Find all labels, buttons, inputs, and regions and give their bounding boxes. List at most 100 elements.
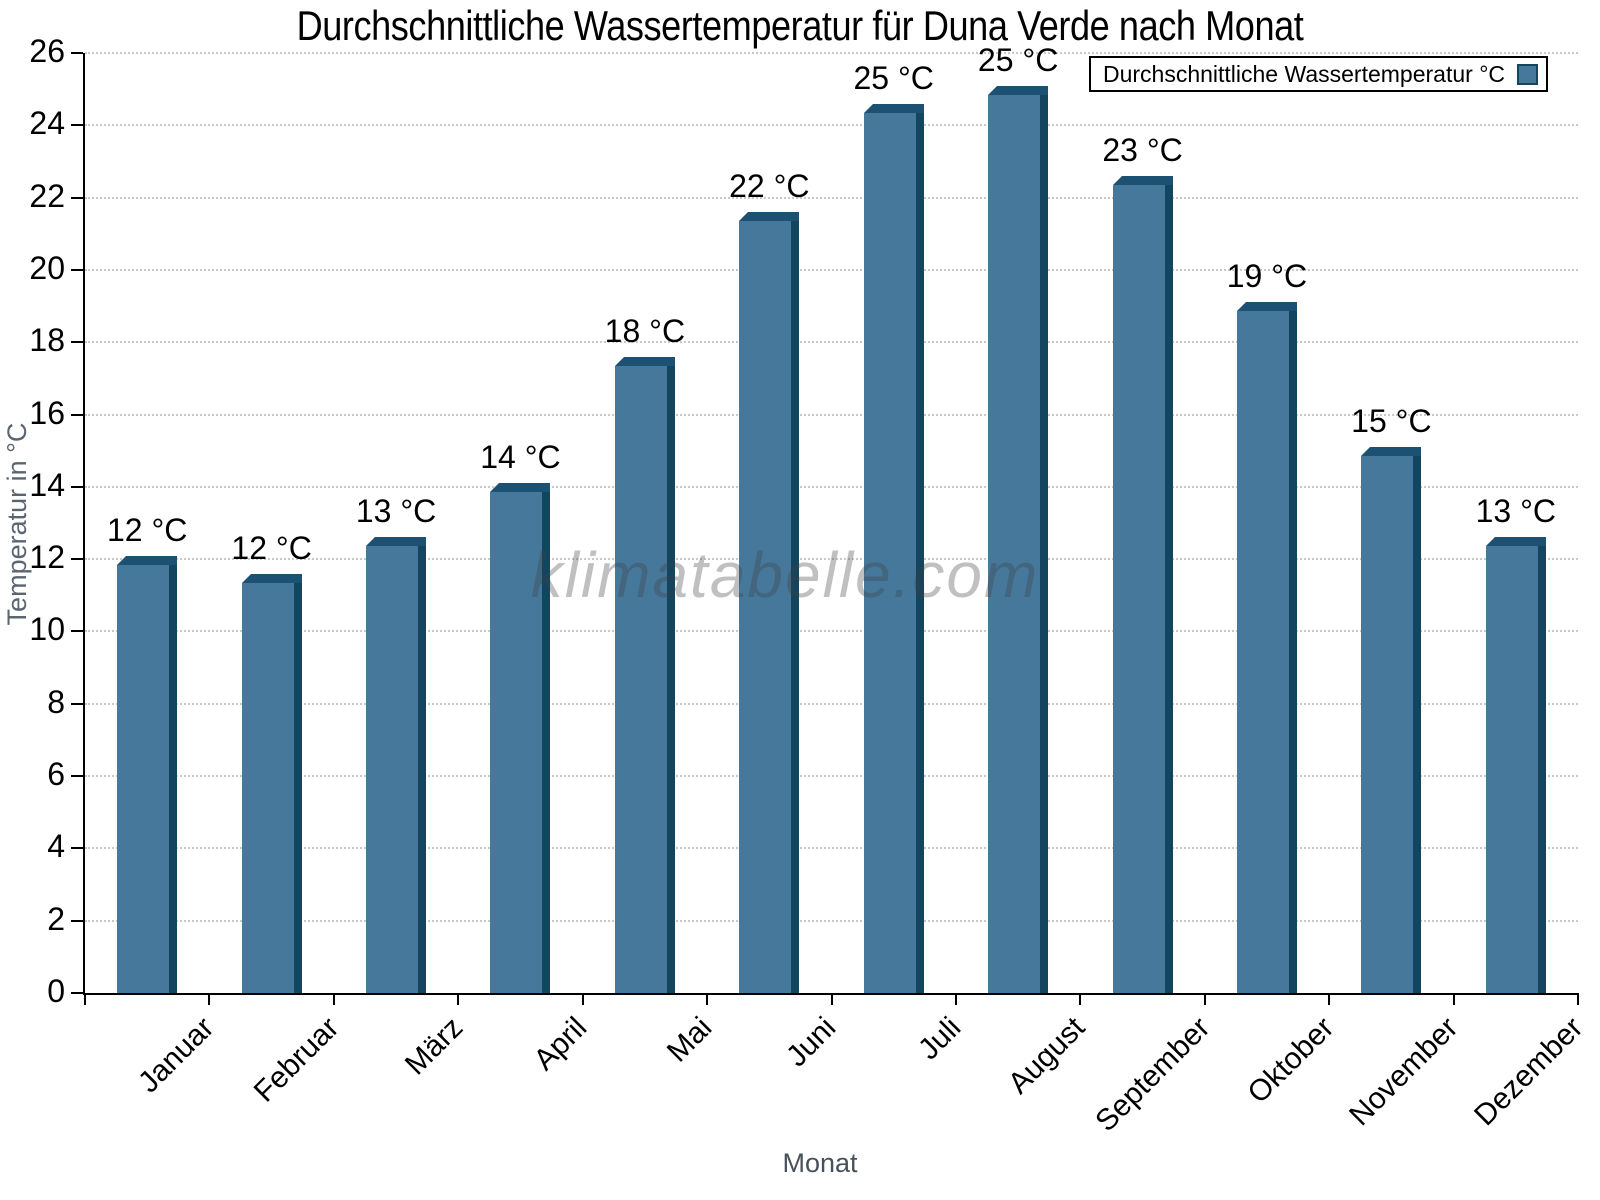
gridline [85, 630, 1578, 633]
x-axis-tick [208, 993, 211, 1005]
bar-top-cap [366, 537, 426, 546]
bar-value-label: 12 °C [107, 512, 188, 548]
bar-right-edge [169, 565, 177, 993]
bar-face [1237, 311, 1289, 993]
x-axis-tick [706, 993, 709, 1005]
x-axis-tick [581, 993, 584, 1005]
x-axis-tick [332, 993, 335, 1005]
y-tick-label: 14 [29, 466, 65, 503]
bar-right-edge [418, 546, 426, 993]
bar-face [988, 95, 1040, 993]
bar-face [864, 113, 916, 993]
bar-value-label: 12 °C [231, 530, 312, 566]
bar-right-edge [1413, 456, 1421, 993]
bar-dezember [1486, 537, 1546, 993]
bar-top-cap [1361, 447, 1421, 456]
y-axis-tick [71, 847, 83, 850]
bar-juli [864, 104, 924, 993]
y-axis-tick [71, 268, 83, 271]
x-axis-tick [1203, 993, 1206, 1005]
bar-face [366, 546, 418, 993]
legend-label: Durchschnittliche Wassertemperatur °C [1102, 60, 1505, 87]
bar-right-edge [542, 492, 550, 993]
bar-right-edge [916, 113, 924, 993]
chart-title: Durchschnittliche Wassertemperatur für D… [296, 2, 1304, 49]
bar-top-cap [242, 574, 302, 583]
bar-face [1486, 546, 1538, 993]
x-axis-tick [1452, 993, 1455, 1005]
y-tick-label: 10 [29, 611, 65, 648]
x-axis-tick [1577, 993, 1579, 1005]
bar-right-edge [1165, 185, 1173, 993]
bar-right-edge [791, 221, 799, 993]
y-axis-tick [71, 992, 83, 994]
y-axis-tick [71, 485, 83, 488]
bar-right-edge [667, 366, 675, 993]
gridline [85, 413, 1578, 416]
x-axis-tick [1079, 993, 1082, 1005]
bar-august [988, 86, 1048, 993]
x-axis-tick [84, 993, 86, 1005]
y-tick-label: 20 [29, 249, 65, 286]
y-tick-label: 22 [29, 177, 65, 214]
y-axis-tick [71, 630, 83, 633]
gridline [85, 919, 1578, 922]
bar-februar [242, 574, 302, 993]
x-axis-tick [457, 993, 460, 1005]
bar-right-edge [294, 583, 302, 993]
bar-top-cap [1237, 302, 1297, 311]
y-axis-tick [71, 341, 83, 344]
bar-right-edge [1040, 95, 1048, 993]
y-tick-label: 2 [47, 900, 65, 937]
y-axis-tick [71, 702, 83, 705]
bar-value-label: 13 °C [1475, 493, 1556, 529]
bar-value-label: 18 °C [604, 313, 686, 349]
bar-top-cap [117, 556, 177, 565]
y-axis-tick [71, 775, 83, 778]
gridline [85, 341, 1578, 344]
bar-value-label: 25 °C [977, 42, 1059, 78]
bar-face [615, 366, 667, 993]
y-axis-line [83, 53, 85, 995]
bar-value-label: 23 °C [1102, 132, 1183, 168]
bar-juni [739, 212, 799, 993]
y-tick-label: 16 [29, 394, 65, 431]
bar-top-cap [490, 483, 550, 492]
gridline [85, 702, 1578, 705]
bar-oktober [1237, 302, 1297, 993]
legend: Durchschnittliche Wassertemperatur °C [1088, 56, 1548, 92]
x-axis-line [83, 993, 1578, 995]
bar-value-label: 14 °C [480, 439, 561, 475]
bar-value-label: 25 °C [853, 60, 934, 96]
bar-märz [366, 537, 426, 993]
y-tick-label: 26 [29, 33, 65, 69]
y-axis-tick [71, 919, 83, 922]
bar-face [242, 583, 294, 993]
y-tick-label: 4 [47, 828, 65, 865]
y-tick-label: 24 [29, 105, 65, 142]
bar-value-label: 13 °C [355, 493, 437, 529]
bar-face [1113, 185, 1165, 993]
y-axis-tick [71, 558, 83, 561]
bar-right-edge [1289, 311, 1297, 993]
bar-value-label: 15 °C [1351, 403, 1432, 439]
gridline [85, 847, 1578, 850]
y-tick-label: 18 [29, 322, 65, 359]
y-tick-label: 8 [47, 683, 65, 720]
x-axis-tick [954, 993, 957, 1005]
bar-top-cap [864, 104, 924, 113]
legend-color-swatch-icon [1517, 63, 1538, 85]
bar-face [739, 221, 791, 993]
bar-value-label: 22 °C [729, 168, 810, 204]
bar-right-edge [1538, 546, 1546, 993]
x-axis-title: Monat [782, 1148, 858, 1178]
y-tick-label: 0 [47, 973, 65, 1009]
bar-face [490, 492, 542, 993]
bar-september [1113, 176, 1173, 993]
x-axis-tick [830, 993, 833, 1005]
bar-november [1361, 447, 1421, 993]
y-axis-tick [71, 196, 83, 199]
gridline [85, 268, 1578, 271]
bar-top-cap [1486, 537, 1546, 546]
